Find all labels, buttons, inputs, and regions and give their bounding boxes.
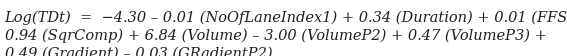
Text: Log(TDt)  =  −4.30 – 0.01 (NoOfLaneIndex1) + 0.34 (Duration) + 0.01 (FFS) +: Log(TDt) = −4.30 – 0.01 (NoOfLaneIndex1)…: [5, 10, 567, 24]
Text: 0.94 (SqrComp) + 6.84 (Volume) – 3.00 (VolumeP2) + 0.47 (VolumeP3) +: 0.94 (SqrComp) + 6.84 (Volume) – 3.00 (V…: [5, 28, 547, 42]
Text: 0.49 (Gradient) – 0.03 (GRadientP2): 0.49 (Gradient) – 0.03 (GRadientP2): [5, 46, 272, 56]
